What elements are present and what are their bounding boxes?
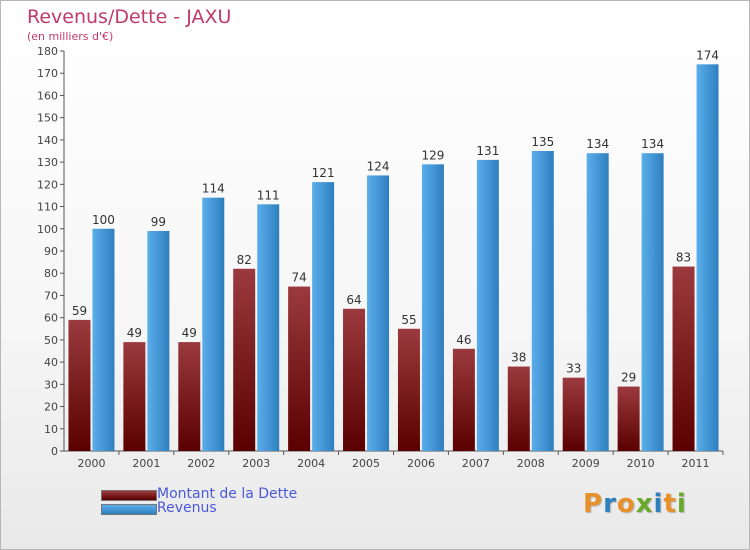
bar-revenus-2002 — [202, 197, 225, 451]
bar-revenus-2001 — [147, 231, 170, 451]
y-tick-label: 10 — [44, 423, 58, 436]
bar-revenus-2011 — [696, 64, 719, 452]
bar-dette-2001 — [123, 342, 146, 451]
y-tick-label: 30 — [44, 378, 58, 391]
bar-dette-2011 — [672, 266, 695, 451]
value-label-dette-2007: 46 — [456, 333, 471, 347]
bar-dette-2007 — [452, 348, 475, 451]
bar-dette-2004 — [288, 286, 311, 451]
x-tick-label: 2011 — [682, 457, 710, 470]
bar-revenus-2010 — [641, 153, 664, 451]
y-tick-label: 40 — [44, 356, 58, 369]
value-label-dette-2000: 59 — [72, 304, 87, 318]
value-label-revenus-2004: 121 — [312, 166, 335, 180]
proxiti-logo: Proxiti — [583, 489, 687, 519]
y-tick-label: 90 — [44, 245, 58, 258]
value-label-revenus-2011: 174 — [696, 48, 719, 62]
x-tick-label: 2010 — [627, 457, 655, 470]
y-tick-label: 140 — [37, 134, 58, 147]
chart-bars — [68, 64, 719, 452]
bar-revenus-2005 — [367, 175, 390, 451]
x-tick-label: 2003 — [242, 457, 270, 470]
bar-revenus-2003 — [257, 204, 280, 451]
x-tick-label: 2001 — [132, 457, 160, 470]
bar-revenus-2007 — [476, 159, 499, 451]
y-tick-label: 150 — [37, 112, 58, 125]
bar-dette-2000 — [68, 319, 91, 451]
legend-label-revenus: Revenus — [157, 500, 217, 516]
bar-dette-2006 — [397, 328, 420, 451]
value-label-dette-2005: 64 — [346, 293, 361, 307]
value-label-dette-2006: 55 — [401, 313, 416, 327]
bar-revenus-2009 — [586, 153, 609, 451]
value-label-dette-2009: 33 — [566, 362, 581, 376]
value-label-dette-2003: 82 — [237, 253, 252, 267]
x-tick-label: 2009 — [572, 457, 600, 470]
x-tick-label: 2002 — [187, 457, 215, 470]
y-tick-label: 160 — [37, 89, 58, 102]
x-tick-label: 2005 — [352, 457, 380, 470]
y-tick-label: 120 — [37, 178, 58, 191]
y-tick-label: 0 — [51, 445, 58, 458]
value-label-revenus-2003: 111 — [257, 188, 280, 202]
bar-dette-2010 — [617, 386, 640, 451]
value-label-dette-2004: 74 — [291, 271, 306, 285]
bar-revenus-2006 — [421, 164, 444, 452]
bar-dette-2008 — [507, 366, 530, 451]
value-label-revenus-2002: 114 — [202, 182, 225, 196]
chart-title: Revenus/Dette - JAXU — [27, 6, 232, 28]
legend-swatch-revenus — [101, 504, 157, 515]
value-label-revenus-2005: 124 — [367, 159, 390, 173]
x-tick-label: 2000 — [77, 457, 105, 470]
bar-dette-2003 — [233, 268, 256, 451]
value-label-revenus-2010: 134 — [641, 137, 664, 151]
bar-revenus-2000 — [92, 228, 115, 451]
value-label-revenus-2007: 131 — [476, 144, 499, 158]
y-tick-label: 100 — [37, 223, 58, 236]
bar-dette-2009 — [562, 377, 585, 451]
value-label-revenus-2000: 100 — [92, 213, 115, 227]
value-label-revenus-2001: 99 — [151, 215, 166, 229]
y-tick-label: 180 — [37, 45, 58, 58]
chart-value-labels: 59 100 49 99 49 114 82 111 74 121 64 124 55 129 46 131 3… — [72, 48, 719, 384]
value-label-dette-2008: 38 — [511, 351, 526, 365]
y-tick-label: 20 — [44, 401, 58, 414]
value-label-dette-2011: 83 — [676, 251, 691, 265]
bar-dette-2005 — [343, 308, 366, 451]
value-label-revenus-2009: 134 — [586, 137, 609, 151]
chart-axes: 0 10 20 30 40 50 60 70 80 90 100 110 120 130 140 150 160… — [37, 45, 724, 470]
legend-label-dette: Montant de la Dette — [157, 486, 298, 502]
bar-dette-2002 — [178, 342, 201, 451]
value-label-dette-2010: 29 — [621, 371, 636, 385]
legend-swatch-dette — [101, 490, 157, 501]
y-tick-label: 130 — [37, 156, 58, 169]
y-tick-label: 80 — [44, 267, 58, 280]
y-tick-label: 170 — [37, 67, 58, 80]
value-label-revenus-2008: 135 — [531, 135, 554, 149]
value-label-revenus-2006: 129 — [422, 148, 445, 162]
bar-revenus-2008 — [531, 151, 554, 451]
value-label-dette-2001: 49 — [127, 326, 142, 340]
y-tick-label: 110 — [37, 201, 58, 214]
y-tick-label: 60 — [44, 312, 58, 325]
x-tick-label: 2004 — [297, 457, 325, 470]
x-tick-label: 2008 — [517, 457, 545, 470]
chart-subtitle: (en milliers d'€) — [27, 30, 114, 43]
y-tick-label: 50 — [44, 334, 58, 347]
value-label-dette-2002: 49 — [182, 326, 197, 340]
x-tick-label: 2006 — [407, 457, 435, 470]
bar-revenus-2004 — [312, 182, 335, 451]
x-tick-label: 2007 — [462, 457, 490, 470]
y-tick-label: 70 — [44, 289, 58, 302]
